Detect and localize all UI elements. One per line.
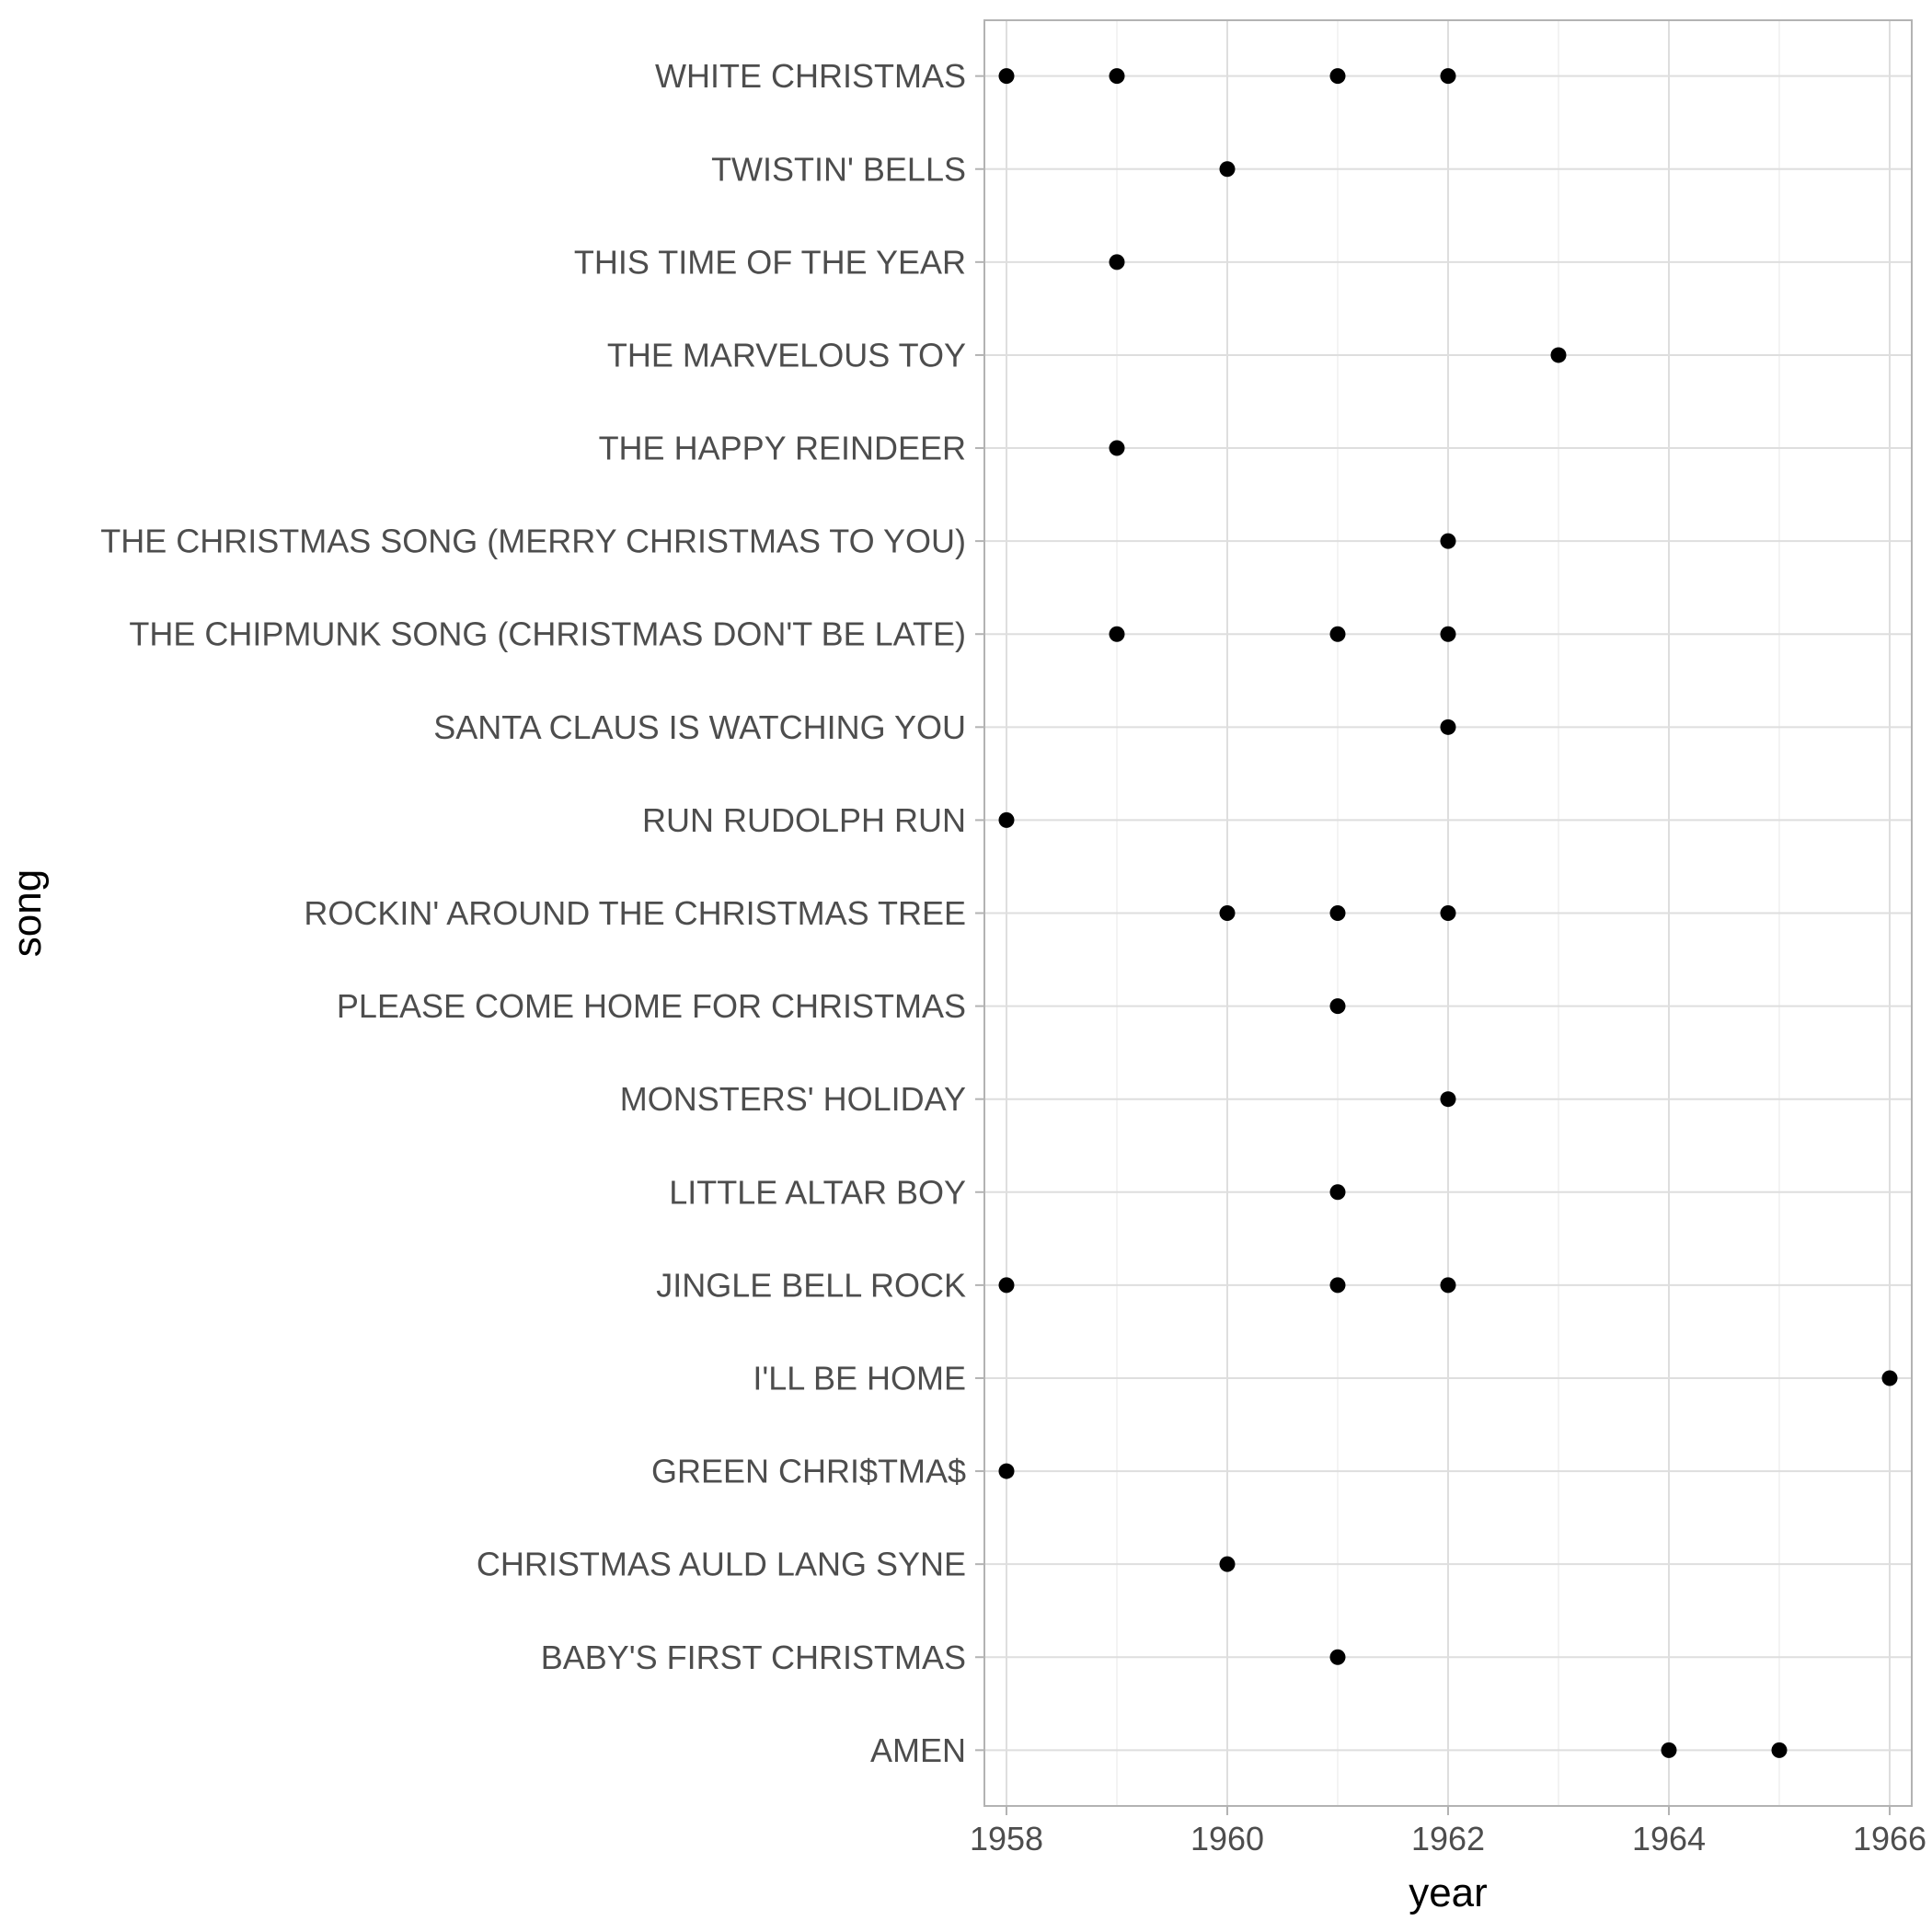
data-point: [1550, 347, 1567, 363]
data-point: [1440, 719, 1456, 735]
y-axis-title: song: [5, 869, 50, 957]
y-tick-label: THE CHRISTMAS SONG (MERRY CHRISTMAS TO Y…: [100, 523, 966, 560]
data-point: [1440, 626, 1456, 642]
data-point: [1329, 905, 1346, 921]
axis-ticks: [975, 75, 1891, 1815]
x-axis-tick-labels: 1958 1960 1962 1964 1966: [970, 1820, 1926, 1857]
y-tick-label: JINGLE BELL ROCK: [656, 1266, 966, 1304]
y-axis-tick-labels: AMEN BABY'S FIRST CHRISTMAS CHRISTMAS AULD…: [100, 57, 966, 1769]
data-point: [1440, 533, 1456, 549]
data-point: [1219, 905, 1236, 921]
data-point: [998, 811, 1015, 828]
data-point: [1881, 1370, 1898, 1386]
y-tick-label: SANTA CLAUS IS WATCHING YOU: [433, 708, 966, 746]
y-tick-label: I'LL BE HOME: [753, 1359, 966, 1397]
data-point: [1329, 1184, 1346, 1201]
x-axis-title: year: [1409, 1870, 1488, 1915]
data-point: [998, 1277, 1015, 1294]
y-tick-label: ROCKIN' AROUND THE CHRISTMAS TREE: [304, 894, 966, 932]
data-point: [1329, 68, 1346, 85]
y-tick-label: GREEN CHRI$TMA$: [651, 1453, 966, 1490]
y-tick-label: RUN RUDOLPH RUN: [642, 801, 966, 839]
data-point: [1440, 1277, 1456, 1294]
x-tick-label: 1958: [970, 1820, 1043, 1857]
data-point: [1329, 1277, 1346, 1294]
data-points: [998, 68, 1898, 1758]
data-point: [998, 68, 1015, 85]
data-point: [1109, 626, 1125, 642]
x-tick-label: 1960: [1190, 1820, 1264, 1857]
data-point: [1109, 254, 1125, 270]
data-point: [1329, 1649, 1346, 1665]
data-point: [1109, 440, 1125, 456]
y-tick-label: WHITE CHRISTMAS: [655, 57, 966, 95]
y-tick-label: THIS TIME OF THE YEAR: [574, 243, 966, 281]
y-tick-label: LITTLE ALTAR BOY: [669, 1173, 966, 1211]
data-point: [1329, 626, 1346, 642]
data-point: [1109, 68, 1125, 85]
y-tick-label: MONSTERS' HOLIDAY: [620, 1080, 966, 1118]
y-tick-label: CHRISTMAS AULD LANG SYNE: [477, 1546, 966, 1583]
data-point: [1219, 1556, 1236, 1572]
y-tick-label: THE HAPPY REINDEER: [599, 430, 966, 467]
y-tick-label: BABY'S FIRST CHRISTMAS: [541, 1639, 966, 1676]
data-point: [1661, 1742, 1677, 1758]
data-point: [1440, 905, 1456, 921]
y-tick-label: THE MARVELOUS TOY: [607, 336, 966, 374]
x-tick-label: 1962: [1411, 1820, 1485, 1857]
y-tick-label: AMEN: [870, 1731, 966, 1769]
data-point: [1329, 998, 1346, 1015]
y-tick-label: TWISTIN' BELLS: [711, 150, 966, 188]
major-gridlines: [984, 20, 1912, 1806]
data-point: [998, 1463, 1015, 1479]
data-point: [1771, 1742, 1788, 1758]
data-point: [1440, 1091, 1456, 1108]
x-tick-label: 1966: [1853, 1820, 1926, 1857]
data-point: [1440, 68, 1456, 85]
data-point: [1219, 161, 1236, 178]
x-tick-label: 1964: [1632, 1820, 1706, 1857]
y-tick-label: THE CHIPMUNK SONG (CHRISTMAS DON'T BE LA…: [129, 615, 966, 653]
y-tick-label: PLEASE COME HOME FOR CHRISTMAS: [337, 987, 966, 1025]
